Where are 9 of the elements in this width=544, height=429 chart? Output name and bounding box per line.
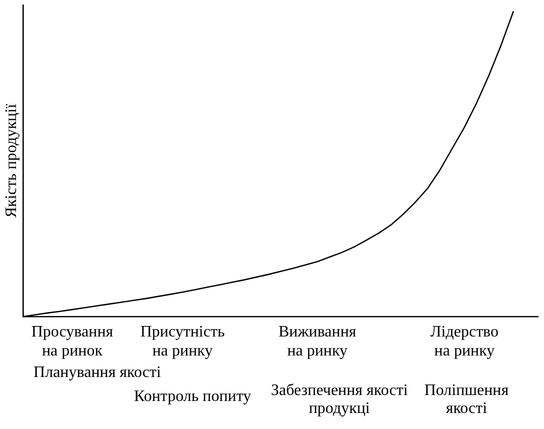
text: Контроль попиту xyxy=(134,388,252,405)
y-axis-title: Якість продукції xyxy=(2,103,20,218)
x-tick-label: Виживання на ринку xyxy=(278,323,357,360)
x-tick-label: Лідерство на ринку xyxy=(430,323,498,360)
x-tick-label: Просування на ринок xyxy=(31,323,114,360)
text: Поліпшення якості xyxy=(424,382,510,417)
text: Планування якості xyxy=(34,364,162,381)
x-tick-label: Присутність на ринку xyxy=(140,323,225,360)
text: Забезпечення якості продукці xyxy=(270,382,408,417)
